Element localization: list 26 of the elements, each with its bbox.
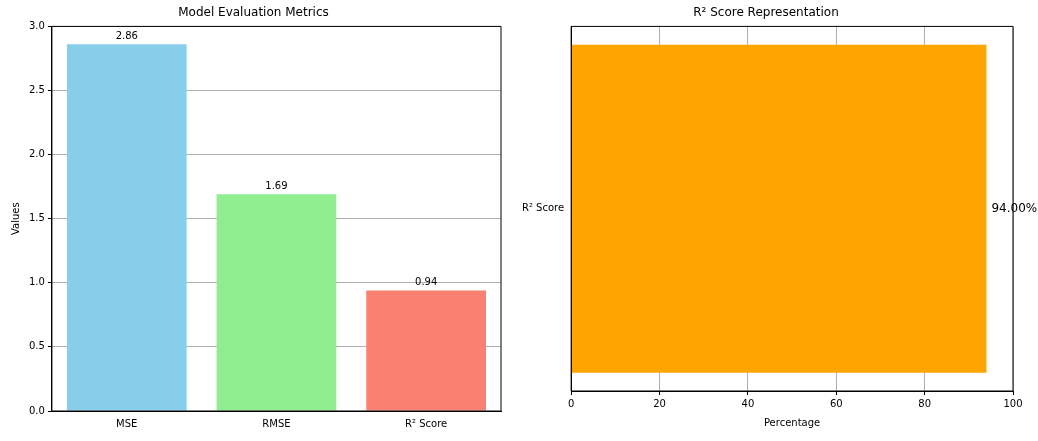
x-tick-label: 60 <box>829 397 843 409</box>
y-tick-label: 0.5 <box>29 340 45 352</box>
x-tick-label: 20 <box>653 397 666 409</box>
x-tick-label: 100 <box>1003 397 1023 409</box>
bar <box>66 44 187 411</box>
chart-title: R² Score Representation <box>693 5 839 20</box>
bar <box>366 290 487 411</box>
data-label: 2.86 <box>115 29 138 41</box>
y-tick-label: 2.5 <box>29 84 45 96</box>
y-tick-label: 0.0 <box>29 404 45 416</box>
x-tick-label: RMSE <box>262 417 291 429</box>
chart-title: Model Evaluation Metrics <box>178 5 329 20</box>
y-tick-label: 1.5 <box>29 212 45 224</box>
y-tick-label: 3.0 <box>29 19 45 31</box>
data-label: 0.94 <box>415 276 438 288</box>
y-axis-title: Values <box>9 202 21 236</box>
y-tick-label: 1.0 <box>29 276 45 288</box>
x-axis-title: Percentage <box>763 416 821 428</box>
bar <box>216 194 337 411</box>
x-tick-label: R² Score <box>405 417 448 429</box>
data-label: 1.69 <box>265 179 288 191</box>
x-tick-label: 40 <box>741 397 755 409</box>
y-tick-label: 2.0 <box>29 148 45 160</box>
x-tick-label: MSE <box>116 417 138 429</box>
x-tick-label: 0 <box>567 397 575 409</box>
x-tick-label: 80 <box>918 397 931 409</box>
